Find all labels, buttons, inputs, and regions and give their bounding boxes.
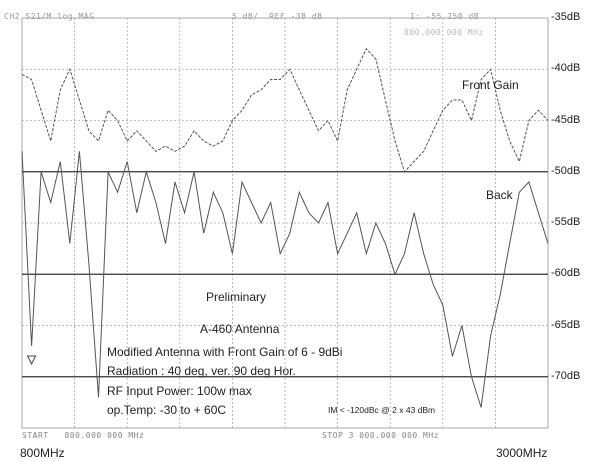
header-marker-freq: 800.000 000 MHz: [404, 28, 484, 37]
footer-start: START 800.000 000 MHz: [22, 431, 145, 440]
radiation-label: Radiation : 40 deg, ver. 90 deg Hor.: [107, 364, 296, 378]
stop-frequency-label: 3000MHz: [496, 446, 548, 460]
marker-triangle: [26, 355, 37, 366]
y-tick-label: -65dB: [551, 318, 581, 331]
header-marker-value: 1: -55.250 dB: [410, 12, 480, 21]
model-label: A-460 Antenna: [200, 322, 280, 336]
y-tick-label: -70dB: [551, 369, 581, 382]
y-tick-label: -55dB: [551, 216, 581, 228]
start-frequency-label: 800MHz: [20, 446, 65, 460]
front-gain-trace: [21, 47, 549, 173]
y-tick-label: -45dB: [551, 113, 581, 126]
header-scale: 5 dB/ REF -38 dB: [232, 12, 323, 21]
plot-markers: [26, 355, 37, 366]
description-label: Modified Antenna with Front Gain of 6 - …: [107, 345, 343, 359]
back-label: Back: [486, 188, 513, 202]
y-tick-label: -60dB: [551, 267, 581, 280]
footer-stop: STOP 3 000.000 000 MHz: [322, 431, 439, 440]
y-tick-label: -50dB: [551, 164, 581, 177]
preliminary-label: Preliminary: [206, 290, 267, 304]
im-label: IM < -120dBc @ 2 x 43 dBm: [328, 405, 436, 415]
op-temp-label: op.Temp: -30 to + 60C: [107, 403, 227, 417]
back-trace: [21, 151, 549, 408]
y-tick-label: -40dB: [551, 62, 581, 75]
front-gain-label: Front Gain: [462, 78, 519, 92]
y-tick-label: -35dB: [551, 11, 581, 23]
plot-traces: [21, 47, 549, 408]
plot-grid: [21, 17, 549, 429]
header-channel: CH2 S21/M log MAG: [4, 12, 95, 21]
rf-power-label: RF Input Power: 100w max: [107, 384, 252, 398]
